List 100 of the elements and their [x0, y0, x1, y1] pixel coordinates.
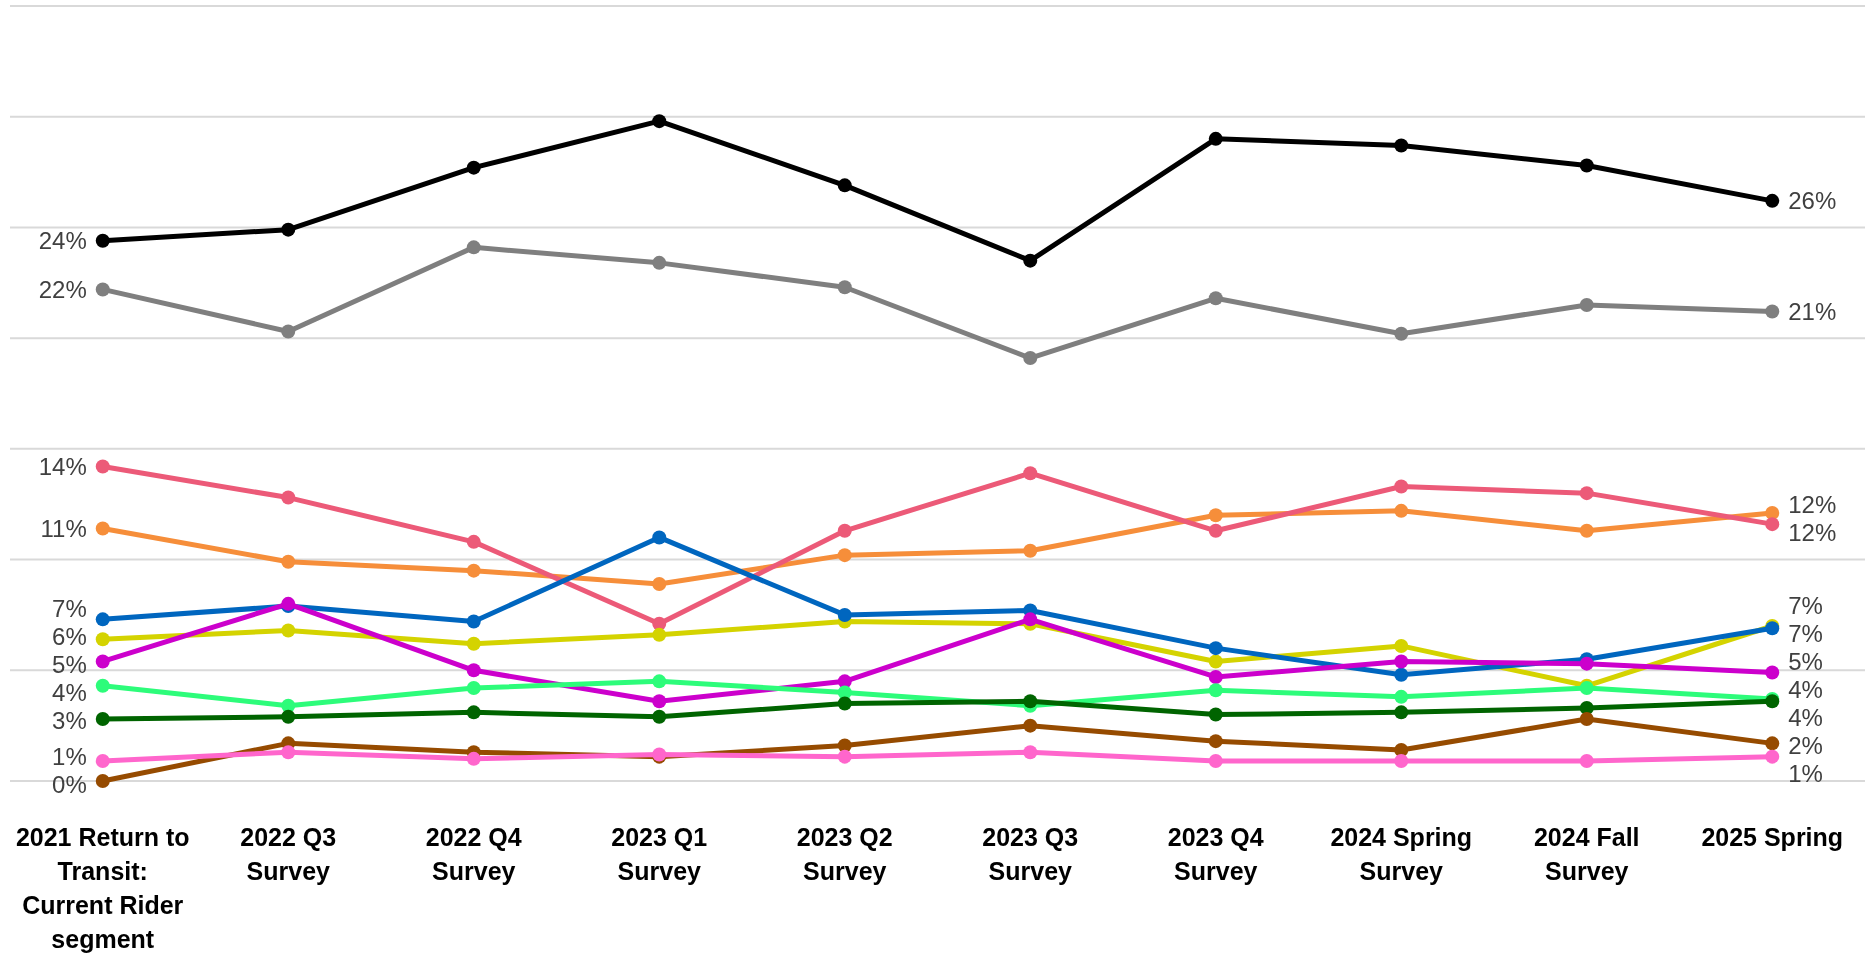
point	[466, 240, 481, 255]
point	[281, 324, 296, 339]
point	[95, 612, 110, 627]
data-label: 12%	[1788, 491, 1837, 519]
point	[466, 751, 481, 766]
data-label: 12%	[1788, 519, 1837, 547]
point	[1394, 638, 1409, 653]
point	[1579, 523, 1594, 538]
x-tick-label: 2023 Q4 Survey	[1167, 823, 1264, 885]
data-label: 26%	[1788, 187, 1837, 215]
point	[95, 654, 110, 669]
point	[1208, 291, 1223, 306]
data-label: 21%	[1788, 297, 1837, 325]
point	[281, 745, 296, 760]
point	[1394, 754, 1409, 769]
data-label: 7%	[1788, 619, 1823, 647]
data-label: 5%	[52, 651, 87, 679]
point	[1394, 667, 1409, 682]
point	[1208, 707, 1223, 722]
point	[95, 712, 110, 726]
x-tick-label: 2023 Q1 Survey	[611, 823, 708, 885]
point	[1579, 754, 1594, 769]
point	[652, 674, 667, 689]
point	[837, 523, 852, 538]
point	[95, 521, 110, 536]
point	[652, 709, 667, 724]
data-label: 5%	[1788, 647, 1823, 675]
data-label: 2%	[1788, 731, 1823, 759]
point	[1579, 486, 1594, 501]
point	[95, 282, 110, 297]
x-tick-label: 2024 Fall Survey	[1533, 823, 1640, 885]
x-tick-label: 2023 Q2 Survey	[796, 823, 893, 885]
point	[1579, 297, 1594, 312]
data-label: 0%	[52, 771, 87, 799]
point	[1765, 736, 1780, 751]
data-label: 1%	[1788, 759, 1823, 787]
point	[1023, 253, 1038, 268]
data-label: 7%	[1788, 591, 1823, 619]
point	[95, 632, 110, 647]
point	[466, 563, 481, 578]
point	[1765, 517, 1780, 532]
x-tick-label: 2023 Q3 Survey	[982, 823, 1079, 885]
point	[652, 694, 667, 709]
point	[1208, 131, 1223, 146]
point	[281, 490, 296, 505]
point	[1023, 718, 1038, 733]
point	[1208, 754, 1223, 769]
data-label: 3%	[52, 707, 87, 735]
point	[95, 233, 110, 248]
point	[1208, 523, 1223, 538]
data-label: 7%	[52, 595, 87, 623]
point	[1394, 326, 1409, 341]
data-label: 11%	[40, 514, 87, 542]
data-label: 14%	[38, 452, 87, 480]
point	[652, 627, 667, 642]
point	[466, 663, 481, 678]
point	[837, 548, 852, 563]
point	[1579, 158, 1594, 173]
point	[1765, 665, 1780, 680]
point	[281, 222, 296, 237]
point	[1765, 749, 1780, 764]
point	[837, 280, 852, 295]
point	[1765, 304, 1780, 319]
point	[1394, 654, 1409, 669]
point	[1394, 503, 1409, 518]
point	[466, 705, 481, 720]
point	[1394, 479, 1409, 494]
point	[1394, 705, 1409, 720]
point	[1208, 508, 1223, 523]
data-label: 4%	[52, 679, 87, 707]
point	[95, 678, 110, 693]
data-label: 4%	[1788, 703, 1823, 731]
point	[1579, 712, 1594, 726]
point	[95, 459, 110, 474]
point	[1208, 641, 1223, 656]
point	[1208, 683, 1223, 698]
point	[652, 114, 667, 129]
point	[837, 696, 852, 711]
point	[466, 636, 481, 651]
x-tick-label: 2022 Q3 Survey	[240, 823, 337, 885]
data-label: 24%	[38, 227, 87, 255]
point	[1023, 351, 1038, 366]
point	[466, 614, 481, 629]
data-label: 6%	[52, 623, 87, 651]
point	[1023, 543, 1038, 558]
point	[1023, 694, 1038, 709]
data-label: 4%	[1788, 675, 1823, 703]
point	[1394, 689, 1409, 704]
x-tick-label: 2022 Q4 Survey	[425, 823, 522, 885]
point	[1765, 193, 1780, 208]
point	[95, 774, 110, 788]
x-tick-label: 2021 Return to Transit: Current Rider segment	[15, 823, 190, 953]
point	[837, 178, 852, 193]
data-label: 22%	[38, 275, 87, 303]
point	[1208, 669, 1223, 684]
point	[1023, 745, 1038, 760]
point	[1208, 734, 1223, 749]
point	[652, 530, 667, 545]
x-tick-label: 2025 Spring	[1701, 823, 1844, 851]
point	[1579, 656, 1594, 671]
